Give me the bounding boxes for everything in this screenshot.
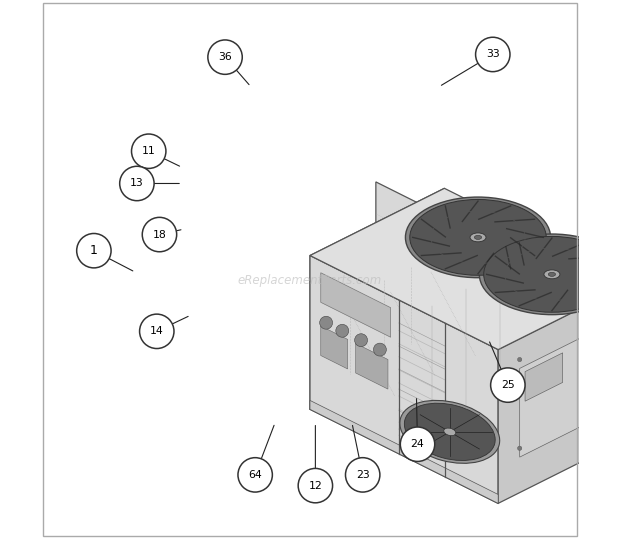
Polygon shape [525, 353, 563, 401]
Polygon shape [310, 188, 445, 409]
Ellipse shape [404, 403, 495, 460]
Circle shape [401, 427, 435, 461]
Text: 1: 1 [90, 244, 98, 257]
Polygon shape [321, 326, 348, 369]
Circle shape [345, 458, 380, 492]
Text: 14: 14 [150, 326, 164, 336]
Text: 12: 12 [309, 481, 322, 490]
Polygon shape [498, 282, 620, 503]
Circle shape [140, 314, 174, 349]
Circle shape [518, 357, 522, 362]
Polygon shape [321, 273, 391, 337]
Text: 64: 64 [248, 470, 262, 480]
Polygon shape [356, 343, 388, 389]
Text: 11: 11 [142, 146, 156, 156]
Circle shape [131, 134, 166, 168]
Circle shape [590, 321, 595, 326]
Ellipse shape [400, 400, 500, 464]
Polygon shape [520, 323, 611, 457]
Circle shape [77, 233, 111, 268]
Circle shape [208, 40, 242, 74]
Ellipse shape [479, 234, 620, 315]
Circle shape [142, 217, 177, 252]
Ellipse shape [405, 197, 551, 278]
Circle shape [336, 324, 348, 337]
Polygon shape [310, 255, 498, 503]
Circle shape [590, 351, 595, 355]
Circle shape [355, 334, 368, 347]
Ellipse shape [484, 237, 620, 312]
Circle shape [238, 458, 272, 492]
Ellipse shape [444, 428, 456, 436]
Circle shape [120, 166, 154, 201]
Polygon shape [310, 188, 620, 350]
Text: 18: 18 [153, 230, 166, 239]
Text: 25: 25 [501, 380, 515, 390]
Ellipse shape [474, 236, 482, 239]
Circle shape [518, 387, 522, 391]
Circle shape [590, 410, 595, 414]
Ellipse shape [410, 199, 546, 275]
Ellipse shape [548, 272, 556, 277]
Text: 36: 36 [218, 52, 232, 62]
Ellipse shape [470, 233, 486, 242]
Circle shape [298, 468, 332, 503]
Text: eReplacementParts.com: eReplacementParts.com [238, 274, 382, 287]
Ellipse shape [544, 270, 560, 279]
Circle shape [476, 37, 510, 72]
Circle shape [518, 446, 522, 451]
Text: 33: 33 [486, 50, 500, 59]
Polygon shape [376, 182, 424, 334]
Text: 13: 13 [130, 178, 144, 189]
Text: 23: 23 [356, 470, 370, 480]
Circle shape [373, 343, 386, 356]
Polygon shape [310, 400, 498, 503]
Text: 24: 24 [410, 439, 425, 449]
Circle shape [320, 316, 332, 329]
Circle shape [490, 368, 525, 402]
